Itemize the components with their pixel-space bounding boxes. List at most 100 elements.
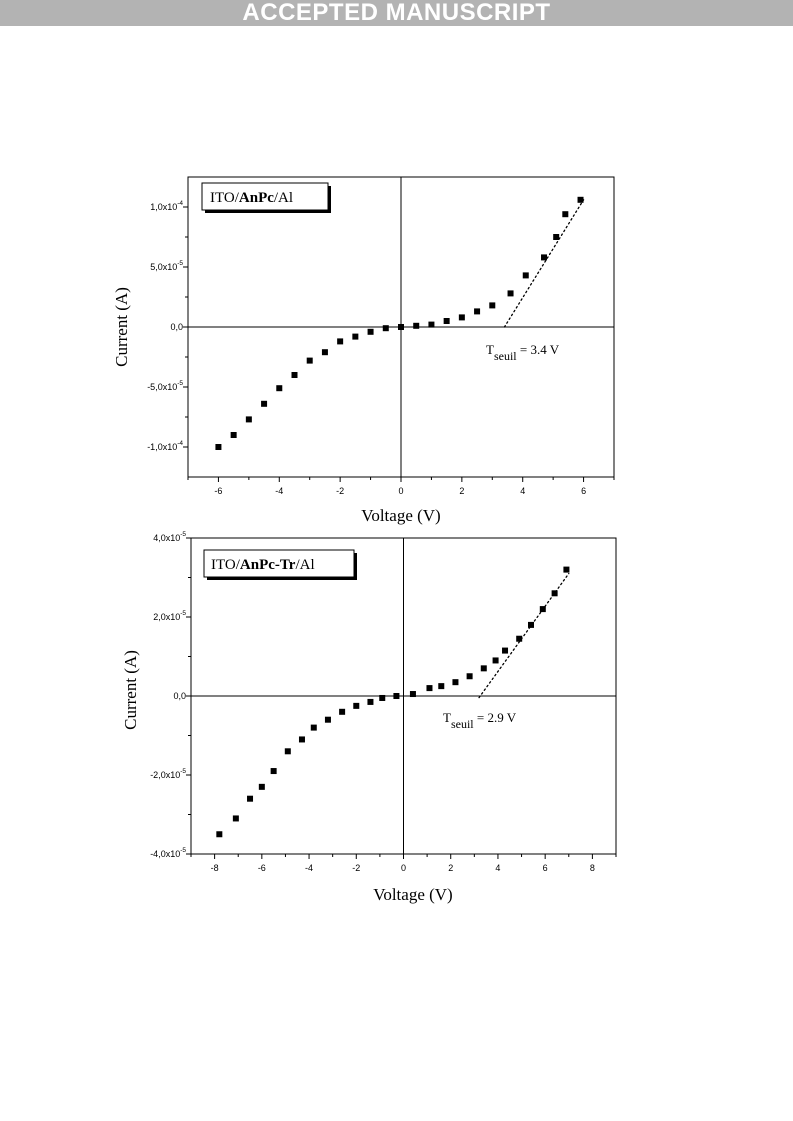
- y-axis-title: Current (A): [112, 287, 131, 367]
- data-point: [306, 357, 313, 364]
- data-point: [426, 685, 433, 692]
- data-point: [215, 444, 222, 450]
- x-tick-label: -4: [305, 863, 313, 873]
- data-point: [367, 328, 374, 335]
- legend-label-plain-1: ITO/: [211, 557, 241, 573]
- data-point: [428, 321, 435, 328]
- data-point: [367, 698, 374, 705]
- y-tick-exponent: -5: [180, 768, 186, 775]
- x-tick-label: -8: [211, 863, 219, 873]
- y-tick-mantissa: -2,0x10: [150, 770, 180, 780]
- y-tick-mantissa: 4,0x10: [153, 533, 180, 543]
- data-point: [452, 679, 459, 686]
- y-tick-label: 2,0x10-5: [153, 610, 186, 622]
- y-tick-mantissa: 2,0x10: [153, 612, 180, 622]
- annotation-suffix: = 2.9 V: [474, 710, 517, 725]
- data-point: [507, 290, 514, 297]
- data-point: [522, 272, 529, 279]
- legend-box: ITO/AnPc/Al: [201, 182, 331, 213]
- data-point: [247, 795, 254, 802]
- y-tick-label: 0,0: [170, 322, 183, 332]
- data-point: [230, 432, 237, 438]
- data-point: [324, 716, 331, 723]
- annotation-suffix: = 3.4 V: [517, 342, 560, 357]
- data-point: [382, 325, 389, 332]
- legend-label-plain-2: /Al: [274, 190, 293, 206]
- annotation-prefix: T: [443, 710, 451, 725]
- data-point: [492, 657, 499, 664]
- data-point: [270, 768, 277, 775]
- x-tick-label: 6: [581, 486, 586, 496]
- x-tick-label: 6: [543, 863, 548, 873]
- annotation-subscript: seuil: [494, 349, 517, 363]
- data-point: [310, 724, 317, 731]
- data-point: [516, 635, 523, 642]
- legend-label-plain-2: /Al: [295, 557, 314, 573]
- y-tick-exponent: -4: [177, 440, 183, 447]
- manuscript-banner: ACCEPTED MANUSCRIPT: [0, 0, 793, 26]
- data-point: [216, 831, 223, 838]
- data-point: [562, 211, 569, 218]
- data-point: [353, 702, 360, 709]
- y-tick-mantissa: -5,0x10: [147, 382, 177, 392]
- data-point: [352, 333, 359, 340]
- x-tick-label: -2: [336, 486, 344, 496]
- x-tick-label: 0: [401, 863, 406, 873]
- x-axis-title: Voltage (V): [373, 885, 452, 904]
- plot-layer: -8 -6 -4 -2 0 2 4 6 8-4,0x10-5-2,0x10-50,02,0x10…: [150, 531, 617, 873]
- data-point: [245, 416, 252, 423]
- x-tick-label: 0: [398, 486, 403, 496]
- y-tick-exponent: -5: [180, 531, 186, 538]
- data-point: [438, 683, 445, 690]
- banner-text: ACCEPTED MANUSCRIPT: [242, 0, 551, 26]
- y-tick-mantissa: 0,0: [170, 322, 183, 332]
- x-tick-label: 4: [495, 863, 500, 873]
- threshold-annotation: Tseuil = 2.9 V: [443, 710, 517, 731]
- y-tick-exponent: -5: [180, 847, 186, 854]
- data-point: [551, 590, 558, 597]
- legend-box: ITO/AnPc-Tr/Al: [203, 549, 357, 580]
- data-point: [474, 308, 481, 315]
- y-tick-label: -2,0x10-5: [150, 768, 186, 780]
- data-point: [409, 691, 416, 698]
- plot-layer: -6 -4 -2 0 2 4 6-1,0x10-4-5,0x10-50,05,0x10-51…: [147, 177, 615, 496]
- x-tick-label: -4: [275, 486, 283, 496]
- data-point: [284, 748, 291, 755]
- x-tick-label: -6: [258, 863, 266, 873]
- data-point: [539, 606, 546, 613]
- y-tick-exponent: -5: [177, 260, 183, 267]
- data-point: [393, 693, 400, 699]
- data-point: [443, 318, 450, 324]
- annotation-subscript: seuil: [451, 717, 474, 731]
- data-point: [339, 708, 346, 715]
- data-point: [489, 302, 496, 309]
- annotation-prefix: T: [486, 342, 494, 357]
- data-point: [379, 694, 386, 701]
- x-tick-label: -2: [352, 863, 360, 873]
- x-axis-title: Voltage (V): [361, 506, 440, 525]
- data-point: [291, 372, 298, 378]
- y-tick-label: -1,0x10-4: [147, 440, 183, 452]
- threshold-annotation: Tseuil = 3.4 V: [486, 342, 560, 363]
- x-tick-label: 4: [520, 486, 525, 496]
- data-point: [577, 196, 584, 203]
- data-point: [541, 254, 548, 261]
- data-point: [466, 673, 473, 680]
- x-tick-label: 8: [590, 863, 595, 873]
- x-tick-label: -6: [214, 486, 222, 496]
- y-axis-title: Current (A): [121, 650, 140, 730]
- y-tick-mantissa: 0,0: [173, 691, 186, 701]
- data-point: [258, 783, 265, 790]
- legend-label-bold: AnPc: [239, 190, 274, 206]
- data-point: [458, 314, 465, 321]
- data-point: [398, 324, 404, 330]
- data-point: [337, 338, 344, 345]
- data-point: [553, 234, 560, 240]
- data-point: [480, 665, 487, 672]
- y-tick-label: 4,0x10-5: [153, 531, 186, 543]
- y-tick-exponent: -5: [180, 610, 186, 617]
- legend-label-plain-1: ITO/: [210, 190, 240, 206]
- data-point: [528, 621, 534, 628]
- y-tick-exponent: -4: [177, 200, 183, 207]
